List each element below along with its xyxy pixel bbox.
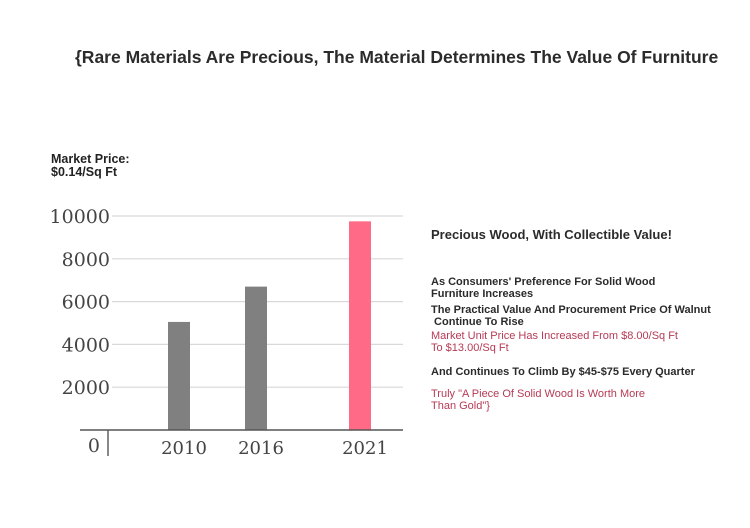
x-tick-label: 2016 <box>238 438 284 459</box>
side-item-preference: As Consumers' Preference For Solid Wood … <box>431 276 656 300</box>
side-item-line: Truly "A Piece Of Solid Wood Is Worth Mo… <box>431 388 646 400</box>
bars <box>168 221 371 430</box>
x-tick-label: 2021 <box>342 438 388 459</box>
y-tick-label: 10000 <box>50 206 110 228</box>
bar-2021 <box>349 221 371 430</box>
bar-chart: 0 2000 4000 6000 8000 10000 2010 2016 2021 <box>50 206 403 459</box>
side-item-price-increase: Market Unit Price Has Increased From $8.… <box>431 330 678 354</box>
side-item-line: Market Unit Price Has Increased From $8.… <box>431 330 678 342</box>
bar-2016 <box>245 286 267 430</box>
bar-2010 <box>168 321 190 430</box>
y-tick-label: 6000 <box>62 292 110 314</box>
side-item-line: Than Gold"} <box>431 399 490 412</box>
y-tick-label: 2000 <box>62 377 110 399</box>
page-title: {Rare Materials Are Precious, The Materi… <box>75 47 719 67</box>
market-price-value: $0.14/Sq Ft <box>51 165 117 179</box>
axes <box>80 429 403 456</box>
market-price-caption: Market Price: <box>51 152 130 166</box>
side-item-quote: Truly "A Piece Of Solid Wood Is Worth Mo… <box>431 388 646 412</box>
y-tick-label: 0 <box>88 435 100 457</box>
y-tick-label: 4000 <box>62 334 110 356</box>
y-tick-labels: 0 2000 4000 6000 8000 10000 <box>50 206 110 457</box>
side-item-walnut-value: The Practical Value And Procurement Pric… <box>431 304 711 328</box>
side-item-line: And Continues To Climb By $45-$75 Every … <box>431 366 695 378</box>
market-price-label: Market Price: $0.14/Sq Ft <box>51 153 130 179</box>
side-item-line: To $13.00/Sq Ft <box>431 341 509 354</box>
x-tick-label: 2010 <box>161 438 207 459</box>
side-item-line: Furniture Increases <box>431 287 534 300</box>
side-heading: Precious Wood, With Collectible Value! <box>431 227 672 242</box>
side-item-line: Continue To Rise <box>431 315 524 328</box>
side-item-line: As Consumers' Preference For Solid Wood <box>431 276 656 288</box>
side-item-quarterly-climb: And Continues To Climb By $45-$75 Every … <box>431 366 695 379</box>
y-tick-label: 8000 <box>62 249 110 271</box>
side-item-line: The Practical Value And Procurement Pric… <box>431 304 711 316</box>
x-tick-labels: 2010 2016 2021 <box>161 438 388 459</box>
